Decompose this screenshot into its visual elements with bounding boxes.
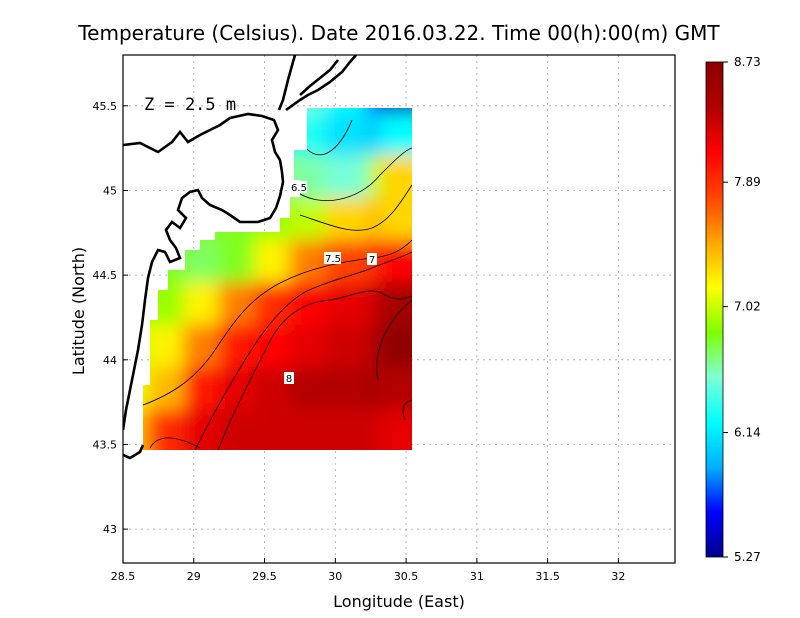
contour-label-8: 8 (286, 374, 292, 385)
x-axis-ticks: 28.5 29 29.5 30 30.5 31 31.5 32 (111, 558, 625, 583)
colorbar-ticks: 8.73 7.89 7.02 6.14 5.27 (723, 55, 761, 564)
colorbar-tick-label: 7.02 (734, 300, 761, 314)
temperature-cell (380, 409, 412, 450)
plot-frame (122, 54, 676, 564)
contour-8 (217, 290, 412, 450)
x-tick-label: 30 (328, 570, 342, 583)
y-tick-label: 43 (103, 523, 117, 536)
y-tick-label: 45 (103, 184, 117, 197)
y-tick-label: 44.5 (93, 269, 118, 282)
contour-label-6-5: 6.5 (291, 183, 307, 194)
y-axis-label: Latitude (North) (69, 247, 88, 375)
colorbar-tick-label: 6.14 (734, 426, 761, 440)
colorbar-tick-label: 7.89 (734, 175, 761, 189)
x-tick-label: 28.5 (111, 570, 136, 583)
x-tick-label: 29.5 (252, 570, 277, 583)
x-tick-label: 32 (611, 570, 625, 583)
colorbar-tick-label: 8.73 (734, 55, 761, 69)
colorbar-tick-label: 5.27 (734, 550, 761, 564)
chart-title: Temperature (Celsius). Date 2016.03.22. … (77, 21, 720, 45)
coastline (123, 55, 357, 460)
depth-annotation: Z = 2.5 m (144, 95, 236, 115)
contour-lines (143, 119, 412, 450)
y-axis-ticks: 43 43.5 44 44.5 45 45.5 (93, 100, 128, 536)
contour-7 (143, 184, 412, 406)
x-tick-label: 29 (187, 570, 201, 583)
y-tick-label: 45.5 (93, 100, 118, 113)
y-tick-label: 44 (103, 354, 117, 367)
x-tick-label: 30.5 (394, 570, 419, 583)
x-tick-label: 31.5 (535, 570, 560, 583)
y-tick-label: 43.5 (93, 438, 118, 451)
contour-label-7-5: 7.5 (325, 254, 341, 265)
contour-label-7: 7 (369, 255, 375, 266)
x-axis-label: Longitude (East) (333, 592, 465, 611)
colorbar (705, 61, 724, 558)
contour-labels: 6.5 7 7.5 8 (284, 181, 377, 385)
x-tick-label: 31 (470, 570, 484, 583)
contour-7-5 (149, 251, 412, 450)
